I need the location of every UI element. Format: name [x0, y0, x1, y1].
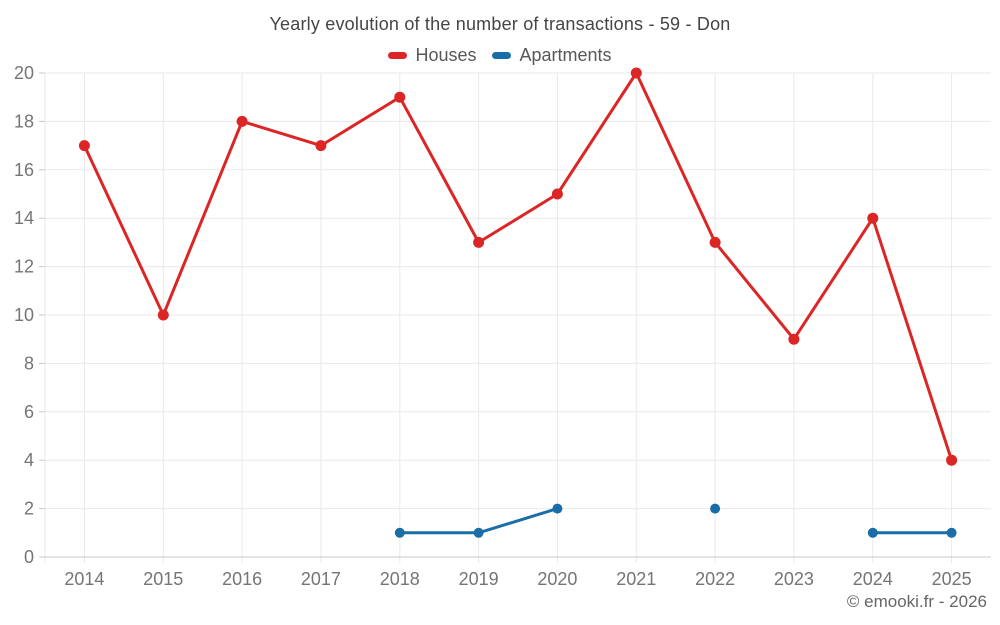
y-tick-label: 16	[14, 160, 34, 180]
data-point-houses[interactable]	[315, 140, 327, 152]
y-tick-label: 18	[14, 111, 34, 131]
legend-item-houses[interactable]: Houses	[388, 45, 476, 66]
x-tick-label: 2022	[695, 569, 735, 589]
chart-title: Yearly evolution of the number of transa…	[269, 14, 731, 34]
x-tick-label: 2016	[222, 569, 262, 589]
x-tick-label: 2018	[380, 569, 420, 589]
data-point-houses[interactable]	[946, 454, 958, 466]
data-point-houses[interactable]	[867, 212, 879, 224]
x-tick-label: 2023	[774, 569, 814, 589]
x-tick-label: 2015	[143, 569, 183, 589]
y-tick-label: 14	[14, 208, 34, 228]
data-point-apartments[interactable]	[867, 527, 878, 538]
data-point-houses[interactable]	[551, 188, 563, 200]
legend-label: Houses	[415, 45, 477, 65]
footer-credit: © emooki.fr - 2026	[846, 592, 987, 611]
x-tick-label: 2020	[537, 569, 577, 589]
data-point-houses[interactable]	[236, 115, 248, 127]
data-point-houses[interactable]	[78, 140, 90, 152]
data-point-houses[interactable]	[473, 236, 485, 248]
y-tick-label: 20	[14, 63, 34, 83]
data-point-houses[interactable]	[788, 333, 800, 345]
legend-swatch-houses	[388, 52, 408, 59]
x-tick-label: 2021	[616, 569, 656, 589]
chart-legend: Houses Apartments	[0, 45, 1000, 66]
y-tick-label: 4	[24, 450, 34, 470]
x-tick-label: 2025	[932, 569, 972, 589]
legend-label: Apartments	[519, 45, 612, 65]
data-point-apartments[interactable]	[710, 503, 721, 514]
legend-item-apartments[interactable]: Apartments	[492, 45, 612, 66]
data-point-houses[interactable]	[630, 67, 642, 79]
y-tick-label: 10	[14, 305, 34, 325]
y-tick-label: 12	[14, 257, 34, 277]
data-point-apartments[interactable]	[552, 503, 563, 514]
data-point-houses[interactable]	[709, 236, 721, 248]
data-point-houses[interactable]	[157, 309, 169, 321]
y-tick-label: 6	[24, 402, 34, 422]
data-point-apartments[interactable]	[394, 527, 405, 538]
data-point-apartments[interactable]	[473, 527, 484, 538]
x-tick-label: 2024	[853, 569, 893, 589]
x-tick-label: 2019	[459, 569, 499, 589]
x-tick-label: 2017	[301, 569, 341, 589]
data-point-houses[interactable]	[394, 91, 406, 103]
y-tick-label: 8	[24, 353, 34, 373]
legend-swatch-apartments	[492, 52, 512, 59]
data-point-apartments[interactable]	[946, 527, 957, 538]
y-tick-label: 2	[24, 499, 34, 519]
y-tick-label: 0	[24, 547, 34, 567]
x-tick-label: 2014	[64, 569, 104, 589]
series-line-houses	[82, 71, 954, 462]
